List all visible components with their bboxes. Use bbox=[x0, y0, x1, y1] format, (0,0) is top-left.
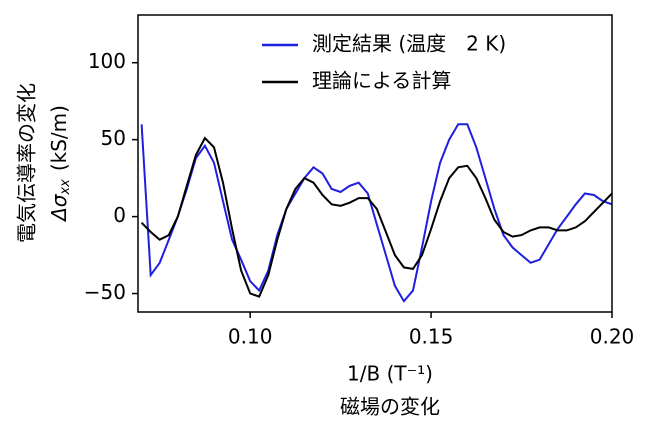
x-axis-label: 1/B (T⁻¹) bbox=[347, 362, 433, 386]
legend-label: 測定結果 (温度 2 K) bbox=[312, 32, 506, 56]
y-symbol: Δσ bbox=[47, 193, 71, 223]
x-tick-label: 0.10 bbox=[228, 325, 273, 349]
y-tick-label: 50 bbox=[101, 126, 126, 150]
y-subscript: xx bbox=[58, 179, 73, 196]
y-tick-label: 0 bbox=[113, 203, 126, 227]
x-tick-label: 0.15 bbox=[409, 325, 454, 349]
plot-frame bbox=[137, 14, 613, 313]
series-line bbox=[140, 123, 612, 303]
y-tick-label: −50 bbox=[84, 280, 126, 304]
series-line bbox=[140, 136, 612, 298]
y-axis-label-group: 電気伝導率の変化 bbox=[15, 83, 39, 243]
x-tick-label: 0.20 bbox=[590, 325, 635, 349]
y-tick-label: 100 bbox=[88, 49, 126, 73]
y-axis-label: 電気伝導率の変化 bbox=[15, 83, 39, 243]
legend-label: 理論による計算 bbox=[312, 69, 451, 93]
y-axis-label-2: Δσxx (kS/m) bbox=[47, 105, 73, 223]
y-unit: (kS/m) bbox=[47, 105, 71, 171]
x-axis-label-line2: 磁場の変化 bbox=[340, 395, 440, 419]
y-axis-label-group2: Δσxx (kS/m) bbox=[47, 105, 73, 223]
